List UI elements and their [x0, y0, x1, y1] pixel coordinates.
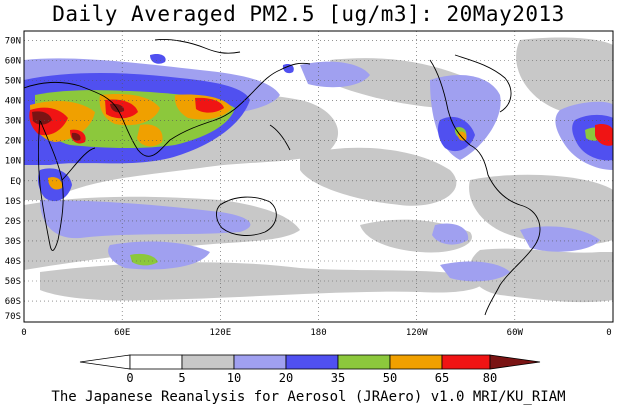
lat-label: 70S [5, 312, 21, 322]
map-title: Daily Averaged PM2.5 [ug/m3]: 20May2013 [52, 2, 565, 26]
lat-label: 70N [5, 36, 21, 46]
colorbar-tick-label: 0 [126, 371, 133, 385]
colorbar-arrow-high [489, 354, 541, 370]
colorbar-tick-label: 20 [279, 371, 293, 385]
latitude-labels: 70N 60N 50N 40N 30N 20N 10N EQ 10S 20S 3… [5, 36, 21, 322]
lat-label: 10S [5, 197, 21, 207]
lon-label: 120W [406, 328, 428, 338]
lat-label: 60S [5, 297, 21, 307]
lat-label: 50S [5, 277, 21, 287]
colorbar-segment [337, 354, 391, 370]
colorbar-tick-label: 65 [435, 371, 449, 385]
colorbar-tick-label: 10 [227, 371, 241, 385]
colorbar-tick-label: 80 [483, 371, 497, 385]
pm25-field [24, 37, 613, 316]
lon-label: 0 [21, 328, 26, 338]
lat-label: 20S [5, 217, 21, 227]
colorbar-segment [285, 354, 339, 370]
lat-label: 20N [5, 137, 21, 147]
colorbar-segment [181, 354, 235, 370]
map-frame [23, 30, 614, 323]
colorbar-segment [233, 354, 287, 370]
colorbar: 0 5 10 20 35 50 65 80 [79, 354, 541, 385]
lon-label: 60E [114, 328, 130, 338]
lat-label: 30S [5, 237, 21, 247]
lat-label: 40S [5, 257, 21, 267]
longitude-labels: 0 60E 120E 180 120W 60W 0 [21, 328, 611, 338]
colorbar-tick-label: 5 [178, 371, 185, 385]
lat-label: 50N [5, 77, 21, 87]
lat-label: EQ [10, 177, 21, 187]
lat-label: 10N [5, 157, 21, 167]
colorbar-tick-label: 35 [331, 371, 345, 385]
colorbar-segment [441, 354, 491, 370]
colorbar-arrow-low [79, 354, 131, 370]
colorbar-segment [389, 354, 443, 370]
lat-label: 60N [5, 57, 21, 67]
lon-label: 180 [310, 328, 326, 338]
data-source-credit: The Japanese Reanalysis for Aerosol (JRA… [51, 389, 566, 405]
coastlines [24, 39, 541, 316]
lon-label: 0 [606, 328, 611, 338]
lon-label: 60W [507, 328, 524, 338]
colorbar-tick-label: 50 [383, 371, 397, 385]
graticule [24, 31, 613, 322]
lat-label: 30N [5, 117, 21, 127]
colorbar-segment [129, 354, 183, 370]
lat-label: 40N [5, 97, 21, 107]
lon-label: 120E [209, 328, 231, 338]
